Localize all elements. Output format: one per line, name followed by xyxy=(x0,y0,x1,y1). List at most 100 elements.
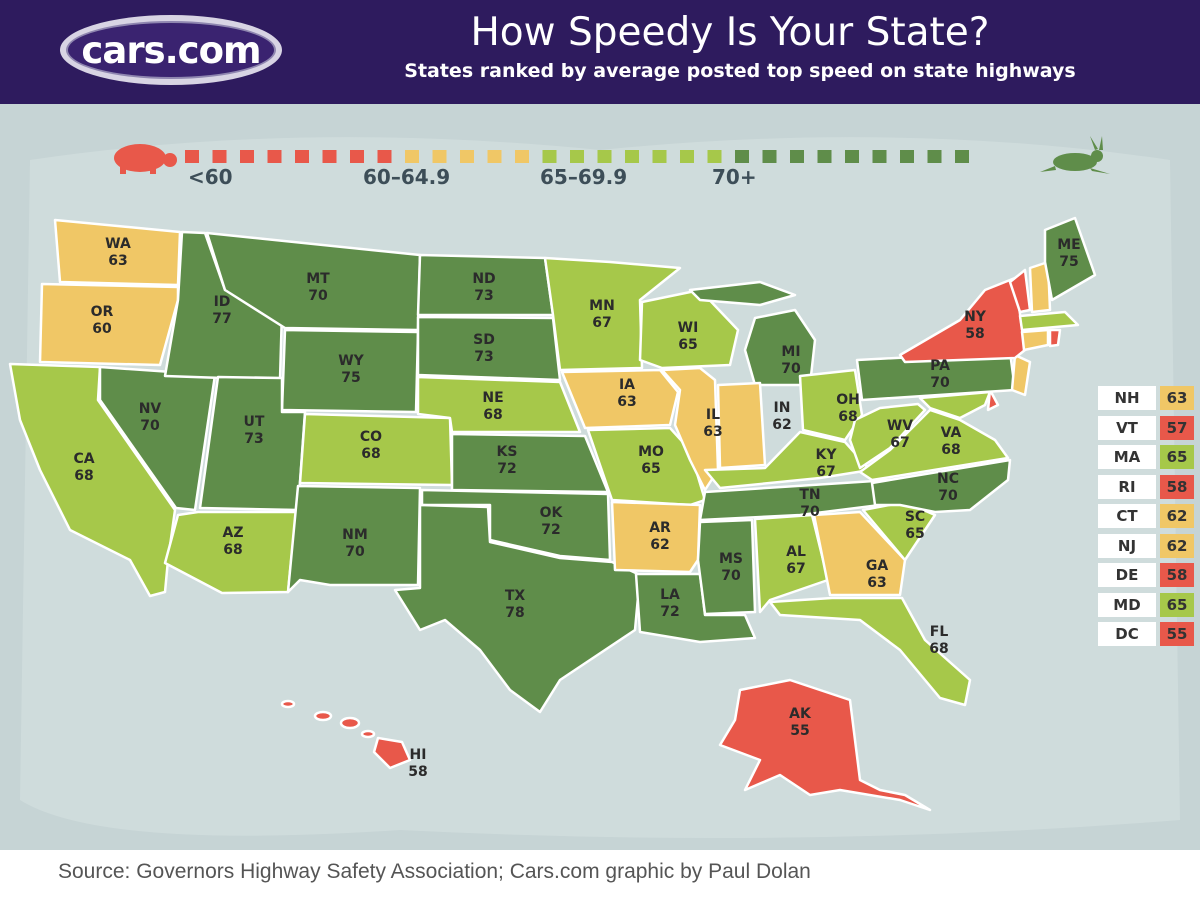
turtle-icon xyxy=(114,144,177,174)
logo-text: cars.com xyxy=(66,21,276,79)
state-abbr-label: OR xyxy=(91,304,114,320)
state-va xyxy=(858,408,1010,482)
state-speed-label: 68 xyxy=(929,641,948,657)
legend-label-below-60: <60 xyxy=(188,165,233,189)
side-table-state: CT xyxy=(1098,504,1156,528)
state-speed-label: 67 xyxy=(816,464,835,480)
state-speed-label: 77 xyxy=(212,311,231,327)
page-subtitle: States ranked by average posted top spee… xyxy=(404,60,1076,82)
state-id xyxy=(163,230,284,382)
legend-dash xyxy=(900,150,914,163)
state-speed-label: 70 xyxy=(140,418,160,434)
state-abbr-label: UT xyxy=(244,414,265,430)
state-abbr-label: HI xyxy=(410,747,427,763)
state-abbr-label: PA xyxy=(930,358,950,374)
state-ga xyxy=(812,510,907,597)
legend-dash xyxy=(707,150,722,163)
map-area: <60 60–64.9 65–69.9 70+ xyxy=(0,104,1200,850)
state-ak xyxy=(718,678,932,812)
state-abbr-label: VA xyxy=(941,425,962,441)
state-abbr-label: WY xyxy=(338,353,364,369)
state-speed-label: 68 xyxy=(838,409,857,425)
state-mt xyxy=(205,231,422,332)
state-speed-label: 65 xyxy=(641,461,660,477)
state-ri xyxy=(1048,328,1062,348)
state-abbr-label: WI xyxy=(678,320,699,336)
state-abbr-label: IA xyxy=(619,377,635,393)
legend: <60 60–64.9 65–69.9 70+ xyxy=(114,136,1110,189)
state-abbr-label: MO xyxy=(638,444,664,460)
state-ks xyxy=(450,432,610,494)
side-table-speed: 58 xyxy=(1160,563,1194,587)
state-speed-label: 68 xyxy=(941,442,960,458)
state-abbr-label: ND xyxy=(472,271,495,287)
state-speed-label: 70 xyxy=(938,488,958,504)
state-speed-label: 70 xyxy=(345,544,365,560)
state-ia xyxy=(560,368,680,430)
state-speed-label: 62 xyxy=(650,537,669,553)
state-nh xyxy=(1028,260,1052,314)
side-table-state: RI xyxy=(1098,474,1156,499)
legend-dash xyxy=(762,150,777,163)
side-table-state: MD xyxy=(1098,592,1156,617)
state-speed-label: 63 xyxy=(108,253,127,269)
legend-dash xyxy=(515,150,529,163)
side-table-row: RI 58 xyxy=(1098,474,1196,499)
side-table-speed: 58 xyxy=(1160,474,1194,499)
side-table-state: NH xyxy=(1098,386,1156,410)
state-abbr-label: NV xyxy=(139,401,162,417)
side-table-row: DC 55 xyxy=(1098,622,1196,646)
state-speed-label: 63 xyxy=(617,394,636,410)
state-speed-label: 70 xyxy=(308,288,328,304)
source-credit: Source: Governors Highway Safety Associa… xyxy=(58,860,811,883)
legend-dash xyxy=(625,150,639,163)
state-speed-label: 55 xyxy=(790,723,809,739)
state-ny xyxy=(898,276,1027,364)
legend-label-65-69: 65–69.9 xyxy=(540,165,627,189)
side-table-row: NJ 62 xyxy=(1098,533,1196,558)
state-abbr-label: MN xyxy=(589,298,615,314)
side-table-speed: 65 xyxy=(1160,592,1194,617)
state-speed-label: 70 xyxy=(930,375,950,391)
state-speed-label: 63 xyxy=(867,575,886,591)
legend-dash xyxy=(267,150,282,163)
cars-com-logo: cars.com xyxy=(60,15,282,85)
state-speed-label: 73 xyxy=(474,349,493,365)
state-abbr-label: TN xyxy=(799,487,820,503)
state-abbr-label: IN xyxy=(774,400,791,416)
state-speed-label: 78 xyxy=(505,605,524,621)
state-abbr-label: AR xyxy=(649,520,671,536)
state-abbr-label: SD xyxy=(473,332,495,348)
legend-dash xyxy=(735,150,749,163)
legend-dash xyxy=(350,150,364,163)
us-speed-map: <60 60–64.9 65–69.9 70+ xyxy=(0,104,1200,850)
state-vt xyxy=(1008,268,1032,314)
state-abbr-label: NM xyxy=(342,527,368,543)
state-speed-label: 67 xyxy=(786,561,805,577)
state-abbr-label: IL xyxy=(706,407,720,423)
legend-dash xyxy=(542,150,557,163)
state-abbr-label: MS xyxy=(719,551,743,567)
state-speed-label: 70 xyxy=(781,361,801,377)
legend-dash xyxy=(295,150,309,163)
state-ut xyxy=(198,375,307,512)
state-abbr-label: TX xyxy=(505,588,526,604)
legend-dash xyxy=(460,150,474,163)
legend-dash xyxy=(487,150,502,163)
state-abbr-label: KS xyxy=(497,444,518,460)
legend-dash xyxy=(845,150,859,163)
side-table-row: MA 65 xyxy=(1098,445,1196,469)
state-speed-label: 68 xyxy=(361,446,380,462)
state-abbr-label: AZ xyxy=(223,525,244,541)
state-fl xyxy=(768,596,972,707)
state-or xyxy=(38,282,180,367)
state-speed-label: 67 xyxy=(592,315,611,331)
state-speed-label: 70 xyxy=(721,568,741,584)
legend-label-70-plus: 70+ xyxy=(712,165,757,189)
state-ar xyxy=(610,500,702,574)
state-abbr-label: AL xyxy=(786,544,806,560)
state-speed-label: 75 xyxy=(1059,254,1078,270)
state-abbr-label: LA xyxy=(660,587,680,603)
state-abbr-label: CA xyxy=(73,451,94,467)
legend-dash xyxy=(955,150,969,163)
